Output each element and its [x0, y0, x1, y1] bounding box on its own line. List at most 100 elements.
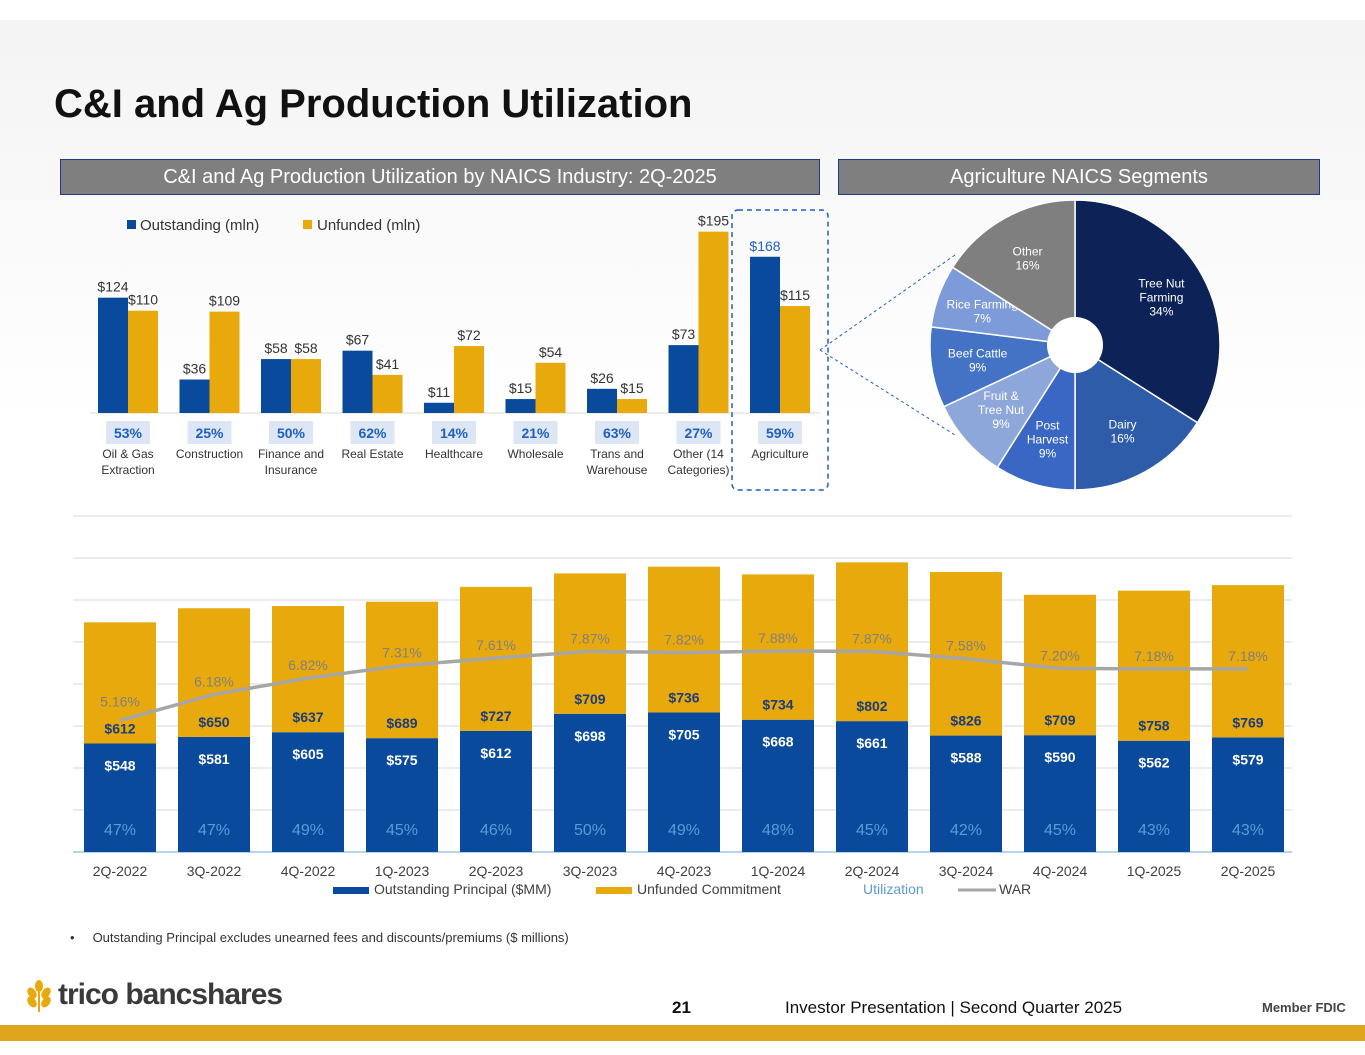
footnote-text: Outstanding Principal excludes unearned …	[92, 930, 569, 945]
war-label: 7.18%	[1134, 648, 1174, 664]
utilization-label: 43%	[1232, 822, 1264, 839]
category-label: Categories)	[667, 463, 729, 477]
bar-outstanding	[587, 388, 617, 413]
utilization-box	[269, 421, 313, 444]
page-title: C&I and Ag Production Utilization	[54, 82, 693, 126]
bar-outstanding	[750, 256, 780, 413]
category-label: Oil & Gas	[102, 447, 153, 461]
data-label-outstanding: $26	[590, 370, 614, 386]
pie-slice-label: 16%	[1015, 259, 1039, 273]
data-label-unfunded: $195	[698, 213, 729, 229]
data-label-outstanding: $705	[668, 726, 699, 742]
data-label-unfunded: $736	[668, 689, 699, 705]
data-label-unfunded: $709	[1044, 712, 1075, 728]
bar-outstanding-principal	[930, 735, 1002, 852]
category-label: Agriculture	[751, 447, 809, 461]
utilization-label: 50%	[574, 822, 606, 839]
utilization-label: 63%	[603, 425, 632, 441]
x-tick-label: 4Q-2024	[1033, 863, 1088, 879]
data-label-unfunded: $734	[762, 697, 793, 713]
data-label-outstanding: $36	[183, 361, 207, 377]
bar-outstanding-principal	[366, 738, 438, 852]
bar-unfunded	[209, 311, 240, 413]
bar-unfunded-commitment	[1212, 585, 1284, 738]
utilization-label: 27%	[684, 425, 713, 441]
utilization-label: 59%	[766, 425, 795, 441]
x-tick-label: 2Q-2023	[469, 863, 524, 879]
data-label-outstanding: $612	[480, 745, 511, 761]
pie-slice	[942, 343, 1078, 469]
data-label-unfunded: $41	[376, 356, 400, 372]
utilization-box	[187, 421, 232, 444]
legend-label-outstanding: Outstanding (mln)	[140, 217, 259, 234]
data-label-outstanding: $668	[762, 734, 793, 750]
pie-slice-label: Harvest	[1027, 433, 1069, 447]
war-line	[119, 649, 1248, 723]
bar-unfunded	[617, 399, 647, 413]
bar-outstanding	[342, 350, 373, 413]
agriculture-segments-header: Agriculture NAICS Segments	[838, 159, 1320, 195]
bar-unfunded-commitment	[742, 574, 814, 720]
data-label-outstanding: $58	[264, 340, 288, 356]
war-label: 7.82%	[664, 632, 704, 648]
x-tick-label: 3Q-2022	[187, 863, 242, 879]
war-label: 7.61%	[476, 637, 516, 653]
data-label-unfunded: $689	[386, 715, 417, 731]
bar-unfunded	[780, 306, 810, 413]
data-label-outstanding: $581	[198, 751, 229, 767]
utilization-label: 46%	[480, 822, 512, 839]
utilization-box	[676, 421, 721, 444]
x-tick-label: 3Q-2024	[939, 863, 994, 879]
data-label-unfunded: $58	[294, 340, 318, 356]
connector-line-lower	[819, 349, 956, 436]
war-label: 7.88%	[758, 630, 798, 646]
industry-utilization-chart: Outstanding (mln) Unfunded (mln) $124$110 5…	[90, 209, 829, 491]
bar-unfunded	[698, 231, 729, 413]
utilization-label: 48%	[762, 822, 794, 839]
pie-slice-label: Fruit &	[983, 389, 1018, 403]
x-tick-label: 3Q-2023	[563, 863, 618, 879]
pie-slice-label: Other	[1012, 245, 1042, 259]
pie-slice	[996, 342, 1076, 491]
x-tick-label: 1Q-2025	[1127, 863, 1182, 879]
pie-slice	[951, 200, 1076, 347]
bar-unfunded-commitment	[84, 622, 156, 744]
legend-label-utilization: Utilization	[863, 881, 924, 897]
quarterly-utilization-chart: $548 $612 47% 2Q-2022 5.16% $581 $650 47% 3Q-202…	[73, 515, 1292, 897]
data-label-unfunded: $826	[950, 713, 981, 729]
data-label-unfunded: $637	[292, 709, 323, 725]
data-label-unfunded: $110	[128, 292, 158, 308]
utilization-label: 14%	[440, 425, 469, 441]
pie-slice	[929, 325, 1078, 408]
category-label: Insurance	[265, 463, 318, 477]
bar-outstanding-principal	[742, 719, 814, 852]
utilization-label: 47%	[104, 822, 136, 839]
pie-slice-label: Farming	[1139, 290, 1183, 304]
bar-outstanding-principal	[178, 736, 250, 852]
war-label: 6.18%	[194, 673, 234, 689]
bar-outstanding	[668, 345, 699, 413]
data-label-outstanding: $588	[950, 750, 981, 766]
utilization-box	[432, 421, 476, 444]
legend-swatch-unfunded	[596, 887, 632, 894]
war-label: 7.87%	[570, 630, 610, 646]
bar-outstanding-principal	[648, 712, 720, 852]
category-label: Extraction	[101, 463, 154, 477]
bar-outstanding	[505, 399, 536, 413]
utilization-label: 53%	[114, 425, 143, 441]
bar-unfunded-commitment	[554, 573, 626, 714]
data-label-outstanding: $11	[428, 384, 451, 400]
data-label-outstanding: $168	[749, 238, 780, 254]
category-label: Wholesale	[507, 447, 563, 461]
category-label: Construction	[176, 447, 243, 461]
category-label: Other (14	[673, 447, 724, 461]
war-label: 7.18%	[1228, 648, 1268, 664]
data-label-unfunded: $758	[1138, 718, 1169, 734]
pie-slice-label: 9%	[969, 360, 987, 374]
war-label: 7.20%	[1040, 647, 1080, 663]
bar-unfunded-commitment	[836, 562, 908, 722]
pie-slice-label: Tree Nut	[978, 403, 1025, 417]
utilization-label: 62%	[358, 425, 387, 441]
pie-slice-label: 34%	[1149, 304, 1173, 318]
industry-chart-header: C&I and Ag Production Utilization by NAI…	[60, 159, 820, 195]
